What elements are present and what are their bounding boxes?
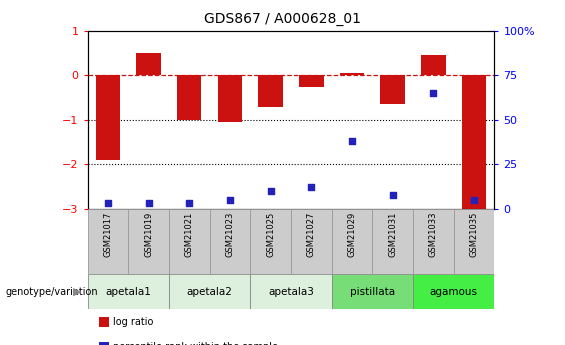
Bar bbox=[250, 209, 291, 274]
Point bbox=[429, 90, 438, 96]
Text: log ratio: log ratio bbox=[113, 317, 153, 327]
Bar bbox=[332, 209, 372, 274]
Text: GSM21027: GSM21027 bbox=[307, 211, 316, 257]
Point bbox=[144, 201, 153, 206]
Bar bbox=[169, 274, 250, 309]
Point bbox=[103, 201, 112, 206]
Bar bbox=[210, 209, 250, 274]
Text: GSM21035: GSM21035 bbox=[470, 211, 479, 257]
Bar bbox=[218, 76, 242, 122]
Text: GSM21017: GSM21017 bbox=[103, 211, 112, 257]
Text: GSM21021: GSM21021 bbox=[185, 211, 194, 257]
Bar bbox=[299, 76, 324, 87]
Bar bbox=[95, 76, 120, 160]
Text: percentile rank within the sample: percentile rank within the sample bbox=[113, 342, 278, 345]
Text: GSM21019: GSM21019 bbox=[144, 211, 153, 257]
Bar bbox=[250, 274, 332, 309]
Bar bbox=[258, 76, 283, 107]
Text: genotype/variation: genotype/variation bbox=[6, 287, 98, 296]
Bar bbox=[380, 76, 405, 104]
Text: GSM21029: GSM21029 bbox=[347, 211, 357, 257]
Bar bbox=[372, 209, 413, 274]
Bar bbox=[291, 209, 332, 274]
Text: ▶: ▶ bbox=[73, 287, 82, 296]
Bar bbox=[169, 209, 210, 274]
Point bbox=[470, 197, 479, 203]
Point bbox=[388, 192, 397, 197]
Text: GDS867 / A000628_01: GDS867 / A000628_01 bbox=[204, 12, 361, 26]
Bar bbox=[462, 76, 486, 209]
Point bbox=[225, 197, 234, 203]
Bar bbox=[136, 53, 161, 76]
Text: GSM21025: GSM21025 bbox=[266, 211, 275, 257]
Bar bbox=[413, 209, 454, 274]
Bar bbox=[177, 76, 202, 120]
Bar bbox=[340, 73, 364, 76]
Text: apetala1: apetala1 bbox=[105, 287, 151, 296]
Bar bbox=[421, 56, 446, 76]
Bar bbox=[88, 274, 169, 309]
Text: apetala3: apetala3 bbox=[268, 287, 314, 296]
Point bbox=[185, 201, 194, 206]
Text: agamous: agamous bbox=[430, 287, 477, 296]
Text: apetala2: apetala2 bbox=[186, 287, 233, 296]
Point bbox=[347, 138, 357, 144]
Text: GSM21023: GSM21023 bbox=[225, 211, 234, 257]
Bar bbox=[88, 209, 128, 274]
Bar bbox=[332, 274, 413, 309]
Point bbox=[307, 185, 316, 190]
Bar bbox=[413, 274, 494, 309]
Point bbox=[266, 188, 275, 194]
Text: pistillata: pistillata bbox=[350, 287, 395, 296]
Text: GSM21033: GSM21033 bbox=[429, 211, 438, 257]
Bar bbox=[454, 209, 494, 274]
Bar bbox=[128, 209, 169, 274]
Text: GSM21031: GSM21031 bbox=[388, 211, 397, 257]
